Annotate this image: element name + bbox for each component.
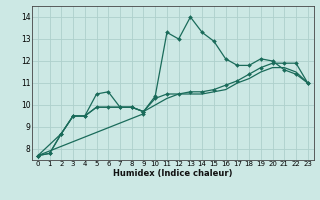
X-axis label: Humidex (Indice chaleur): Humidex (Indice chaleur)	[113, 169, 233, 178]
